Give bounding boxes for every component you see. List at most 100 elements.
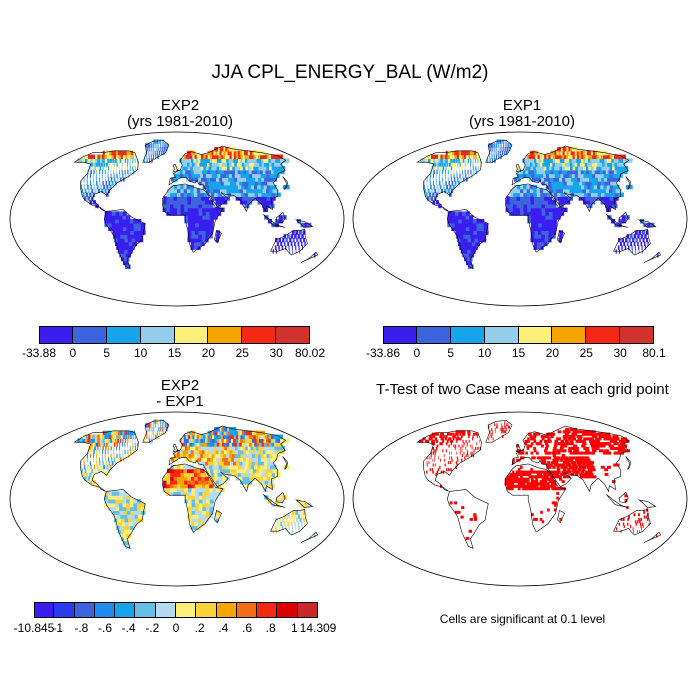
grid-cell xyxy=(613,442,619,446)
grid-cell xyxy=(120,249,127,254)
coastlines xyxy=(73,420,319,549)
grid-cell xyxy=(531,437,535,441)
grid-cell xyxy=(216,457,222,462)
grid-cell xyxy=(505,207,510,212)
grid-cell xyxy=(120,154,123,159)
grid-cell xyxy=(534,211,539,216)
grid-cell xyxy=(203,173,208,178)
grid-cell xyxy=(526,472,530,476)
grid-cell xyxy=(107,445,110,451)
grid-cell xyxy=(470,173,473,178)
grid-cell xyxy=(504,425,506,429)
grid-cell xyxy=(131,237,137,243)
map-exp1 xyxy=(352,131,688,307)
grid-cell xyxy=(225,177,231,182)
grid-cell xyxy=(555,184,561,190)
grid-cell xyxy=(606,184,613,190)
grid-cell xyxy=(562,442,566,446)
grid-cell xyxy=(200,173,205,178)
grid-cell xyxy=(198,181,204,186)
grid-cell xyxy=(97,434,102,439)
grid-cell xyxy=(303,517,305,523)
grid-cell xyxy=(177,483,182,489)
colorbar-swatch xyxy=(236,602,258,618)
grid-cell xyxy=(522,173,527,178)
grid-cell xyxy=(104,468,107,474)
grid-cell xyxy=(146,430,148,436)
grid-cell xyxy=(477,165,480,171)
grid-cell xyxy=(456,456,458,460)
grid-cell xyxy=(294,241,296,247)
grid-cell xyxy=(99,434,104,439)
grid-cell xyxy=(548,165,554,171)
grid-cell xyxy=(569,439,574,443)
grid-cell xyxy=(221,196,227,201)
grid-cell xyxy=(146,158,148,163)
grid-cell xyxy=(588,196,595,201)
grid-cell xyxy=(184,219,189,224)
grid-cell xyxy=(113,173,115,178)
grid-cell xyxy=(205,203,210,209)
grid-cell xyxy=(644,241,646,247)
grid-cell xyxy=(435,162,439,167)
grid-cell xyxy=(564,461,569,465)
grid-cell xyxy=(437,158,441,163)
grid-cell xyxy=(489,158,491,163)
grid-cell xyxy=(564,196,570,201)
grid-cell xyxy=(475,162,476,167)
grid-cell xyxy=(247,192,254,197)
grid-cell xyxy=(613,451,619,455)
grid-cell xyxy=(512,211,517,216)
grid-cell xyxy=(475,154,477,159)
grid-cell xyxy=(586,475,590,479)
grid-cell xyxy=(541,237,545,243)
grid-cell xyxy=(561,470,565,474)
colorbar-exp2-labels: -33.88 0 5 10 15 20 25 30 80.02 xyxy=(22,346,325,362)
grid-cell xyxy=(112,158,115,163)
grid-cell xyxy=(513,184,518,190)
grid-cell xyxy=(124,165,126,171)
grid-cell xyxy=(428,437,432,441)
grid-cell xyxy=(173,487,178,492)
grid-cell xyxy=(177,188,181,194)
grid-cell xyxy=(185,169,190,175)
grid-cell xyxy=(443,162,446,167)
grid-cell xyxy=(100,442,103,447)
grid-cell xyxy=(239,468,246,474)
map-field xyxy=(77,419,316,549)
grid-cell xyxy=(580,470,585,474)
grid-cell xyxy=(548,477,552,481)
grid-cell xyxy=(222,457,228,462)
grid-cell xyxy=(84,158,89,163)
grid-cell xyxy=(170,472,175,477)
grid-cell xyxy=(223,181,229,186)
grid-cell xyxy=(144,438,146,443)
grid-cell xyxy=(239,476,245,481)
grid-cell xyxy=(119,245,125,250)
grid-cell xyxy=(119,177,122,182)
grid-cell xyxy=(545,470,549,474)
grid-cell xyxy=(582,430,588,434)
grid-cell xyxy=(269,468,276,474)
grid-cell xyxy=(461,449,463,453)
grid-cell xyxy=(209,499,214,504)
grid-cell xyxy=(461,241,467,247)
grid-cell xyxy=(295,230,299,235)
grid-cell xyxy=(213,491,218,496)
grid-cell xyxy=(544,196,549,201)
grid-cell xyxy=(462,162,464,167)
grid-cell xyxy=(123,234,129,239)
grid-cell xyxy=(639,520,641,524)
grid-cell xyxy=(528,470,532,474)
grid-cell xyxy=(129,245,135,250)
grid-cell xyxy=(154,423,156,428)
grid-cell xyxy=(599,449,604,453)
grid-cell xyxy=(110,173,112,178)
grid-cell xyxy=(569,188,575,194)
grid-cell xyxy=(207,192,213,197)
grid-cell xyxy=(565,458,570,462)
grid-cell xyxy=(304,241,306,247)
grid-cell xyxy=(523,203,528,209)
grid-cell xyxy=(528,444,531,448)
grid-cell xyxy=(257,464,264,470)
